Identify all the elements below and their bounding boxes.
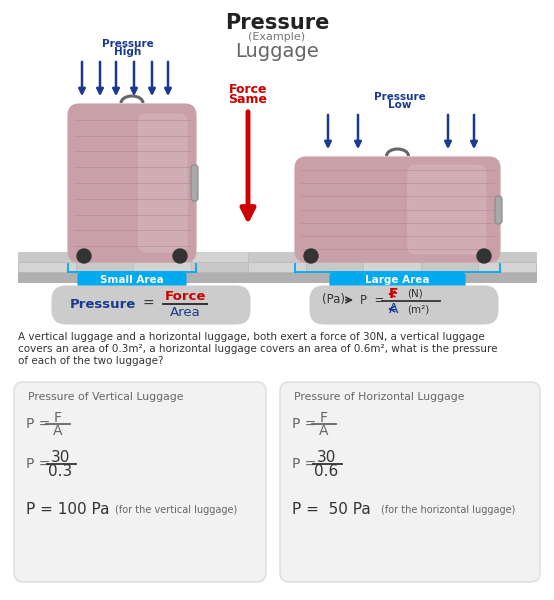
Polygon shape — [18, 272, 536, 282]
Text: Low: Low — [388, 100, 412, 110]
FancyBboxPatch shape — [52, 286, 250, 324]
FancyBboxPatch shape — [138, 114, 187, 252]
Circle shape — [304, 249, 318, 263]
Text: Small Area: Small Area — [100, 275, 164, 285]
Text: (m²): (m²) — [407, 304, 429, 314]
Polygon shape — [18, 262, 75, 272]
Polygon shape — [191, 252, 248, 262]
Text: Pressure: Pressure — [374, 92, 426, 102]
Circle shape — [477, 249, 491, 263]
Text: Pressure: Pressure — [102, 39, 154, 49]
Text: 0.3: 0.3 — [48, 464, 72, 479]
Polygon shape — [18, 262, 536, 272]
Text: Luggage: Luggage — [235, 42, 319, 61]
Text: Same: Same — [228, 93, 268, 106]
FancyBboxPatch shape — [295, 157, 500, 262]
Text: 0.6: 0.6 — [314, 464, 338, 479]
Polygon shape — [421, 252, 479, 262]
Text: P = 100 Pa: P = 100 Pa — [26, 503, 110, 517]
FancyBboxPatch shape — [408, 165, 486, 254]
Text: P  =: P = — [360, 293, 384, 307]
Text: of each of the two luggage?: of each of the two luggage? — [18, 356, 163, 366]
Text: A: A — [319, 424, 329, 438]
FancyBboxPatch shape — [68, 104, 196, 262]
Text: P =: P = — [26, 457, 50, 471]
Circle shape — [77, 249, 91, 263]
Polygon shape — [191, 262, 248, 272]
Circle shape — [173, 249, 187, 263]
Polygon shape — [133, 262, 191, 272]
Text: 30: 30 — [316, 449, 336, 464]
Text: covers an area of 0.3m², a horizontal luggage covers an area of 0.6m², what is t: covers an area of 0.3m², a horizontal lu… — [18, 344, 497, 354]
Text: Force: Force — [229, 83, 267, 96]
Text: Large Area: Large Area — [365, 275, 430, 285]
Text: (for the vertical luggage): (for the vertical luggage) — [115, 505, 237, 515]
Polygon shape — [18, 252, 75, 262]
Text: (Example): (Example) — [248, 32, 306, 42]
Polygon shape — [479, 252, 536, 262]
Polygon shape — [363, 262, 421, 272]
Polygon shape — [75, 262, 133, 272]
Polygon shape — [363, 252, 421, 262]
Text: P =  50 Pa: P = 50 Pa — [292, 503, 371, 517]
Text: High: High — [114, 47, 142, 57]
FancyBboxPatch shape — [280, 382, 540, 582]
FancyBboxPatch shape — [310, 286, 498, 324]
Text: A: A — [389, 302, 399, 316]
Text: =: = — [142, 297, 154, 311]
Text: (Pa): (Pa) — [322, 293, 345, 307]
Text: F: F — [320, 411, 328, 425]
Polygon shape — [479, 262, 536, 272]
Polygon shape — [306, 262, 363, 272]
Polygon shape — [421, 262, 479, 272]
Text: Pressure of Vertical Luggage: Pressure of Vertical Luggage — [28, 392, 183, 402]
Text: Pressure: Pressure — [70, 298, 136, 311]
Text: Pressure of Horizontal Luggage: Pressure of Horizontal Luggage — [294, 392, 464, 402]
Text: Area: Area — [170, 307, 201, 319]
Polygon shape — [306, 252, 363, 262]
FancyBboxPatch shape — [191, 165, 198, 201]
Polygon shape — [248, 262, 306, 272]
Polygon shape — [133, 252, 191, 262]
Text: Pressure: Pressure — [225, 13, 329, 33]
FancyBboxPatch shape — [78, 272, 186, 288]
Text: (N): (N) — [407, 289, 423, 299]
Text: P =: P = — [26, 417, 50, 431]
Text: F: F — [389, 287, 399, 301]
Text: (for the horizontal luggage): (for the horizontal luggage) — [381, 505, 515, 515]
Polygon shape — [75, 252, 133, 262]
Text: P =: P = — [292, 457, 316, 471]
Text: P =: P = — [292, 417, 316, 431]
Text: A: A — [53, 424, 63, 438]
FancyBboxPatch shape — [495, 196, 502, 224]
FancyBboxPatch shape — [14, 382, 266, 582]
Polygon shape — [248, 252, 306, 262]
Text: A vertical luggage and a horizontal luggage, both exert a force of 30N, a vertic: A vertical luggage and a horizontal lugg… — [18, 332, 485, 342]
Text: Force: Force — [165, 290, 206, 304]
Text: F: F — [54, 411, 62, 425]
Text: 30: 30 — [50, 449, 70, 464]
FancyBboxPatch shape — [330, 272, 465, 288]
